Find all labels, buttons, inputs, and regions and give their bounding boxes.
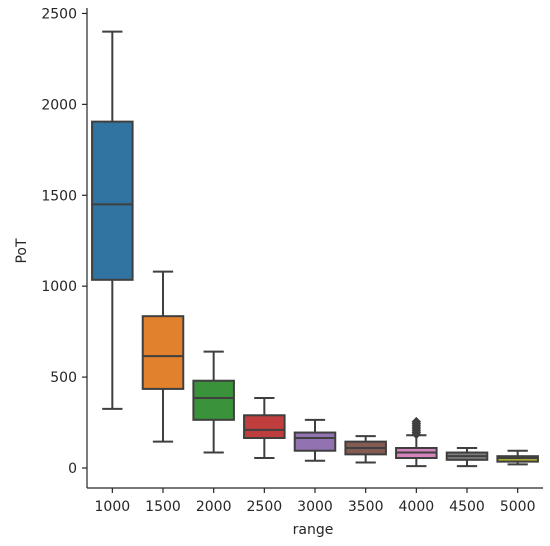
x-axis-label: range [293,522,334,538]
y-tick-label: 2000 [41,97,77,113]
outlier-point [411,416,422,427]
x-tick-label: 4000 [399,499,435,515]
y-tick-label: 0 [68,461,77,477]
boxes-layer [91,30,539,468]
box-group-1500 [141,270,185,443]
x-tick-label: 3500 [348,499,384,515]
box-1000 [91,120,134,281]
y-axis-label: PoT [14,238,30,264]
box-group-5000 [496,449,539,466]
box-group-2500 [243,397,286,459]
y-tick-label: 2500 [41,6,77,22]
box-group-3000 [293,418,337,462]
box-3000 [293,431,337,452]
box-2000 [192,379,235,421]
y-tick-label: 500 [50,370,77,386]
box-group-3500 [344,435,387,464]
x-tick-label: 2500 [247,499,283,515]
box-2500 [243,414,286,440]
x-tick-label: 1500 [145,499,181,515]
box-group-4500 [445,447,489,468]
x-tick-label: 1000 [95,499,131,515]
box-group-1000 [91,30,134,410]
x-tick-label: 3000 [297,499,333,515]
box-group-2000 [192,350,235,454]
box-group-4000 [395,416,438,468]
axes-layer: 0 500 1000 1500 2000 2500 1000 1500 2000 2500 3000… [41,6,543,515]
x-tick-label: 2000 [196,499,232,515]
x-tick-label: 4500 [449,499,485,515]
box-1500 [141,315,185,390]
y-tick-label: 1500 [41,188,77,204]
x-tick-label: 5000 [500,499,536,515]
y-tick-label: 1000 [41,279,77,295]
